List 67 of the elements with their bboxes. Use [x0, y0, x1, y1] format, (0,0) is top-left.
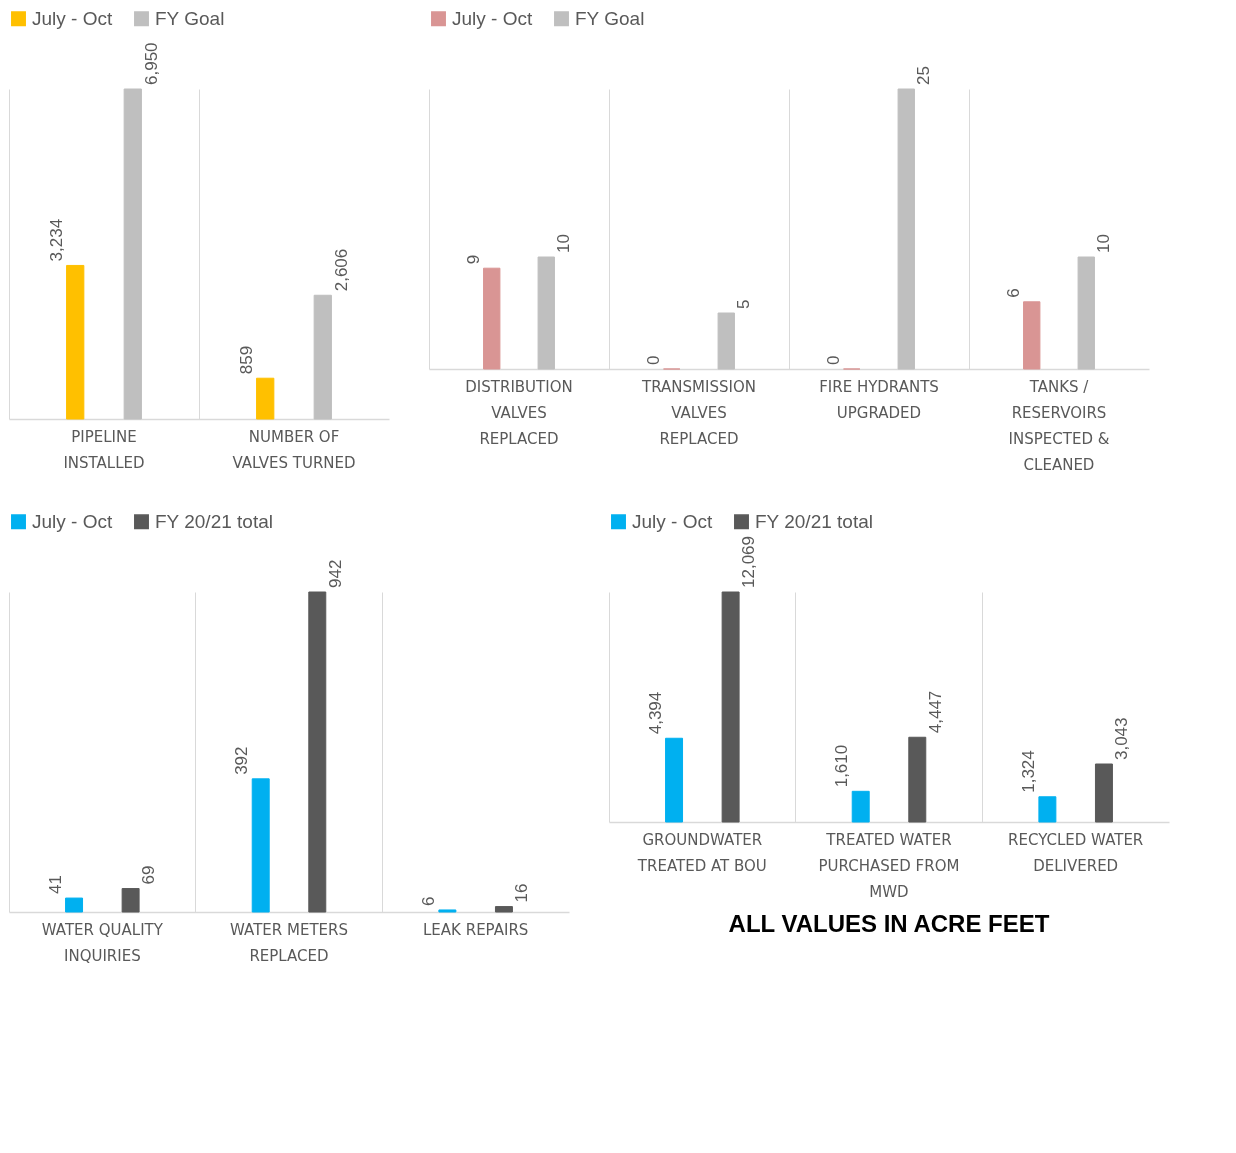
text: ALL VALUES IN ACRE FEET	[728, 910, 1050, 937]
bar	[1038, 796, 1057, 823]
data-label: 6,950	[141, 42, 161, 85]
data-label: 41	[45, 875, 65, 895]
bar	[1077, 256, 1095, 370]
bar	[438, 909, 457, 913]
data-label: 5	[734, 299, 753, 309]
bar	[1094, 763, 1113, 823]
bar	[256, 377, 275, 420]
bar	[251, 778, 270, 913]
x-tick-label: RECYCLED WATER DELIVERED	[1008, 830, 1144, 875]
data-label: 6	[1004, 288, 1023, 298]
x-tick-label: PIPELINE INSTALLED	[63, 427, 145, 472]
data-label: 0	[824, 355, 843, 365]
data-label: 4,447	[925, 690, 945, 734]
data-label: 0	[644, 355, 663, 365]
bar	[1023, 301, 1041, 370]
data-label: 9	[464, 254, 483, 265]
legend-label: July - Oct	[452, 7, 533, 29]
x-tick-label: TRANSMISSION VALVES REPLACED	[641, 377, 756, 448]
x-tick-label: NUMBER OF VALVES TURNED	[232, 427, 356, 472]
x-tick-label: FIRE HYDRANTS UPGRADED	[819, 377, 939, 422]
x-tick-label: WATER QUALITY INQUIRIES	[41, 920, 164, 965]
data-label: 10	[1094, 234, 1113, 253]
bar	[897, 88, 915, 370]
legend-label: July - Oct	[632, 510, 713, 532]
bar	[66, 264, 85, 420]
x-tick-label: TREATED WATER PURCHASED FROM MWD	[818, 830, 960, 901]
x-tick-label: GROUNDWATER TREATED AT BOU	[636, 830, 767, 875]
legend-label: FY Goal	[155, 7, 225, 29]
data-label: 16	[512, 883, 532, 903]
legend-label: FY 20/21 total	[155, 510, 273, 532]
bar	[308, 591, 327, 913]
data-label: 1,324	[1019, 750, 1038, 793]
bar	[851, 790, 870, 823]
x-tick-label: LEAK REPAIRS	[423, 920, 529, 939]
x-tick-label: TANKS / RESERVOIRS INSPECTED & CLEANED	[1008, 377, 1110, 474]
x-tick-label: WATER METERS REPLACED	[230, 920, 348, 965]
bar	[313, 294, 332, 420]
data-label: 25	[914, 66, 933, 85]
legend-label: FY Goal	[575, 7, 645, 29]
data-label: 1,610	[832, 744, 852, 788]
bar	[483, 267, 501, 370]
data-label: 10	[554, 234, 573, 253]
bar	[717, 312, 735, 370]
bar	[721, 591, 740, 823]
bar	[537, 256, 555, 370]
data-label: 3,043	[1112, 717, 1132, 761]
data-label: 2,606	[331, 248, 351, 292]
data-label: 3,234	[46, 218, 66, 262]
x-tick-label: DISTRIBUTION VALVES REPLACED	[465, 377, 573, 448]
bar	[908, 736, 927, 823]
bar	[65, 897, 84, 913]
bar	[123, 88, 142, 420]
data-label: 392	[232, 746, 252, 775]
data-label: 4,394	[645, 691, 665, 735]
bar	[121, 888, 140, 913]
data-label: 859	[236, 345, 256, 375]
data-label: 12,069	[739, 536, 758, 588]
legend-label: FY 20/21 total	[755, 510, 873, 532]
bar	[494, 906, 513, 913]
data-label: 942	[325, 559, 345, 588]
bar	[665, 737, 684, 823]
legend-label: July - Oct	[32, 510, 113, 532]
data-label: 6	[419, 896, 438, 906]
data-label: 69	[139, 865, 158, 885]
legend-label: July - Oct	[32, 7, 113, 29]
